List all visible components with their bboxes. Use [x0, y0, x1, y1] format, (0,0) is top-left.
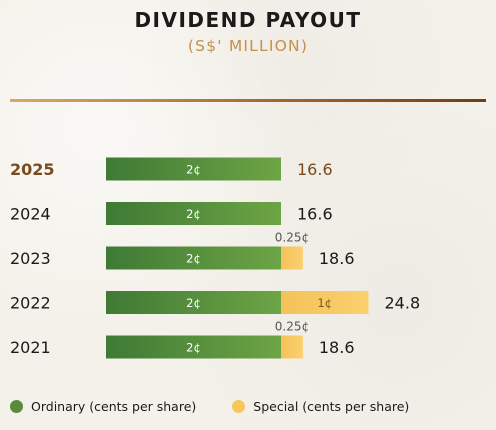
special-annotation-2023: 0.25¢ [275, 231, 309, 245]
bar-special-2021 [281, 335, 303, 359]
legend-swatch-ordinary [10, 400, 23, 413]
total-label-2025: 16.6 [297, 160, 333, 179]
legend-item-special: Special (cents per share) [232, 399, 409, 414]
chart-subtitle: (S$' MILLION) [187, 37, 309, 55]
legend-label-ordinary: Ordinary (cents per share) [31, 399, 197, 414]
year-label-2023: 2023 [10, 249, 51, 268]
bar-special-2022 [281, 291, 369, 314]
bar-ordinary-label-2021: 2¢ [186, 341, 201, 355]
title-divider [10, 99, 486, 102]
bar-ordinary-2024 [106, 202, 281, 225]
bar-ordinary-label-2024: 2¢ [186, 207, 201, 221]
total-label-2023: 18.6 [319, 249, 355, 268]
year-label-2025: 2025 [10, 160, 55, 179]
legend: Ordinary (cents per share) Special (cent… [10, 399, 445, 414]
total-label-2024: 16.6 [297, 205, 333, 224]
year-label-2021: 2021 [10, 338, 51, 357]
total-label-2021: 18.6 [319, 338, 355, 357]
chart-title: DIVIDEND PAYOUT [134, 8, 362, 32]
bar-ordinary-2022 [106, 291, 281, 314]
year-label-2022: 2022 [10, 294, 51, 313]
bar-ordinary-2021 [106, 335, 281, 359]
bar-ordinary-label-2023: 2¢ [186, 252, 201, 266]
bar-ordinary-label-2022: 2¢ [186, 296, 201, 310]
bar-ordinary-2023 [106, 246, 281, 270]
legend-label-special: Special (cents per share) [253, 399, 410, 414]
bar-special-2023 [281, 246, 303, 270]
legend-item-ordinary: Ordinary (cents per share) [10, 399, 196, 414]
year-label-2024: 2024 [10, 205, 51, 224]
legend-swatch-special [232, 400, 246, 413]
bar-ordinary-label-2025: 2¢ [186, 163, 201, 177]
bar-ordinary-2025 [106, 157, 281, 181]
special-annotation-2021: 0.25¢ [275, 320, 309, 334]
total-label-2022: 24.8 [385, 294, 421, 313]
bar-special-label-2022: 1¢ [317, 296, 332, 310]
